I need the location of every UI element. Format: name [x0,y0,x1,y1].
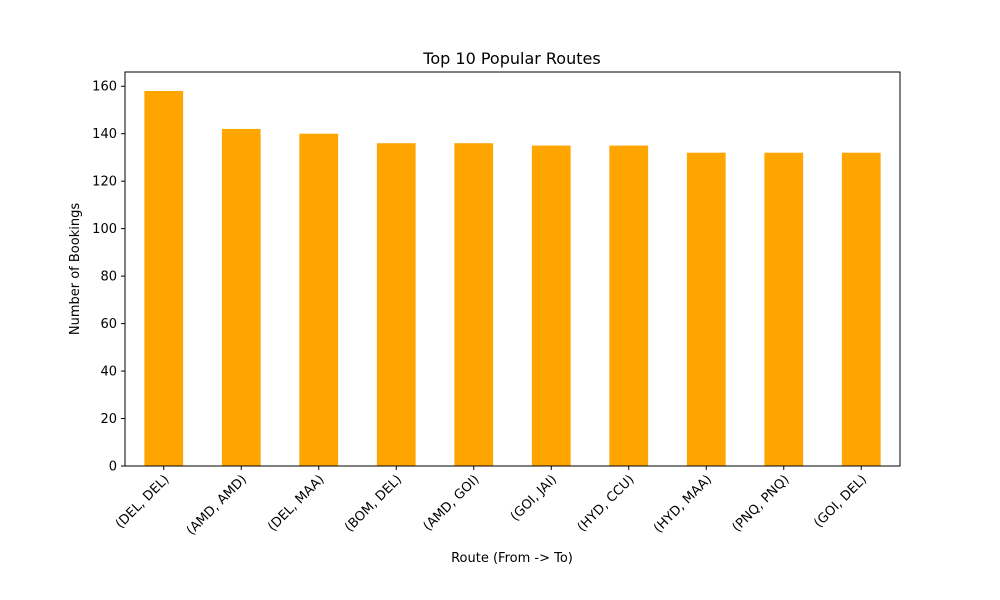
x-tick-label: (HYD, MAA) [651,472,715,536]
y-tick-label: 140 [92,127,117,142]
chart-title: Top 10 Popular Routes [422,49,600,68]
bar [686,152,726,466]
x-axis: (DEL, DEL) (AMD, AMD) (DEL, MAA) (BOM, DEL)… [113,466,870,538]
y-tick-label: 100 [92,222,117,237]
x-tick-label: (PNQ, PNQ) [730,472,793,535]
y-tick-label: 160 [92,80,117,95]
y-axis-label: Number of Bookings [68,203,83,335]
bar [609,145,649,466]
x-tick-label: (DEL, MAA) [265,472,327,534]
y-tick-label: 60 [100,317,117,332]
y-tick-label: 80 [100,270,117,285]
bar [454,143,494,466]
x-axis-label: Route (From -> To) [451,551,573,566]
x-tick-label: (AMD, GOI) [421,472,483,534]
bar [376,143,416,466]
x-tick-label: (HYD, CCU) [575,472,638,535]
bar [764,152,804,466]
bar [299,133,339,466]
y-tick-label: 40 [100,365,117,380]
y-tick-label: 120 [92,175,117,190]
bar [841,152,881,466]
plot-frame [124,71,901,467]
bar [144,90,184,467]
x-tick-label: (GOI, DEL) [811,472,870,531]
bar [221,128,261,466]
x-tick-label: (DEL, DEL) [113,472,173,532]
y-tick-label: 20 [100,412,117,427]
y-axis: 0 20 40 60 80 100 120 140 160 [92,80,125,475]
x-tick-label: (GOI, JAI) [508,472,560,524]
bars-group [144,90,881,467]
x-tick-label: (BOM, DEL) [342,472,405,535]
bar [531,145,571,466]
x-tick-label: (AMD, AMD) [184,472,250,538]
y-tick-label: 0 [109,460,117,475]
